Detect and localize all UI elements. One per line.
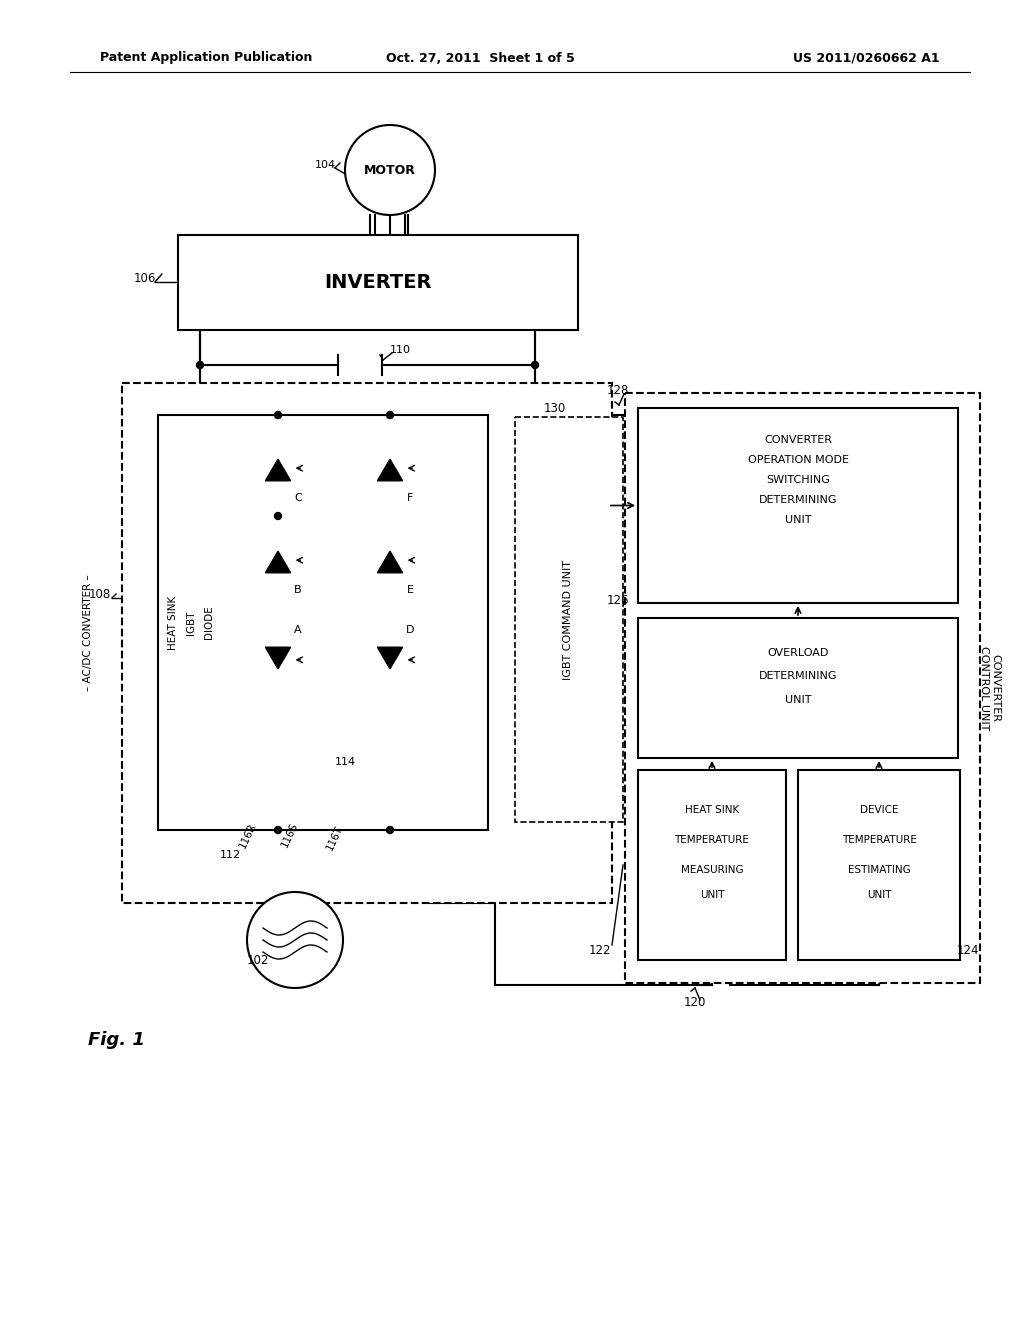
Polygon shape <box>378 552 402 573</box>
Text: C: C <box>294 492 302 503</box>
Text: OPERATION MODE: OPERATION MODE <box>748 455 849 465</box>
Text: HEAT SINK: HEAT SINK <box>685 805 739 814</box>
Text: DEVICE: DEVICE <box>860 805 898 814</box>
Text: F: F <box>407 492 414 503</box>
Bar <box>178 235 578 330</box>
Text: SWITCHING: SWITCHING <box>766 475 829 484</box>
Text: 116S: 116S <box>280 821 300 849</box>
Circle shape <box>274 412 282 418</box>
Circle shape <box>386 826 393 833</box>
Text: A: A <box>294 624 302 635</box>
Text: 120: 120 <box>684 997 707 1010</box>
Text: 114: 114 <box>335 756 355 767</box>
Text: 130: 130 <box>544 401 566 414</box>
Bar <box>528 430 608 810</box>
Bar <box>625 393 980 983</box>
Text: US 2011/0260662 A1: US 2011/0260662 A1 <box>794 51 940 65</box>
Text: TEMPERATURE: TEMPERATURE <box>842 836 916 845</box>
Circle shape <box>345 125 435 215</box>
Text: 122: 122 <box>589 944 611 957</box>
Bar <box>798 770 961 960</box>
Text: 124: 124 <box>956 944 979 957</box>
Text: MOTOR: MOTOR <box>365 164 416 177</box>
Text: 128: 128 <box>607 384 629 396</box>
Circle shape <box>247 892 343 987</box>
Polygon shape <box>378 459 402 480</box>
Text: MEASURING: MEASURING <box>681 865 743 875</box>
Text: UNIT: UNIT <box>699 890 724 900</box>
Text: 104: 104 <box>314 160 336 170</box>
Text: 116R: 116R <box>238 821 258 849</box>
Polygon shape <box>265 647 291 669</box>
Bar <box>515 417 623 822</box>
Text: UNIT: UNIT <box>784 515 811 525</box>
Text: 108: 108 <box>89 589 112 602</box>
Text: Patent Application Publication: Patent Application Publication <box>100 51 312 65</box>
Text: UNIT: UNIT <box>866 890 891 900</box>
Text: 110: 110 <box>389 345 411 355</box>
Polygon shape <box>265 552 291 573</box>
Text: – AC/DC CONVERTER –: – AC/DC CONVERTER – <box>83 574 93 692</box>
Bar <box>638 770 786 960</box>
Text: DIODE: DIODE <box>204 606 214 639</box>
Polygon shape <box>265 459 291 480</box>
Text: 106: 106 <box>134 272 157 285</box>
Bar <box>638 618 958 758</box>
Circle shape <box>386 412 393 418</box>
Text: DETERMINING: DETERMINING <box>759 495 838 506</box>
Text: Fig. 1: Fig. 1 <box>88 1031 144 1049</box>
Text: D: D <box>406 624 415 635</box>
Circle shape <box>274 512 282 520</box>
Text: TEMPERATURE: TEMPERATURE <box>675 836 750 845</box>
Text: 102: 102 <box>247 953 269 966</box>
Text: 126: 126 <box>607 594 630 606</box>
Text: CONVERTER
CONTROL UNIT: CONVERTER CONTROL UNIT <box>979 645 1000 730</box>
Polygon shape <box>378 647 402 669</box>
Text: 112: 112 <box>219 850 241 861</box>
Text: Oct. 27, 2011  Sheet 1 of 5: Oct. 27, 2011 Sheet 1 of 5 <box>386 51 574 65</box>
Text: ESTIMATING: ESTIMATING <box>848 865 910 875</box>
Text: DETERMINING: DETERMINING <box>759 671 838 681</box>
Text: CONVERTER: CONVERTER <box>764 436 831 445</box>
Text: UNIT: UNIT <box>784 696 811 705</box>
Text: OVERLOAD: OVERLOAD <box>767 648 828 657</box>
Text: B: B <box>294 585 302 595</box>
Text: E: E <box>407 585 414 595</box>
Bar <box>158 414 488 830</box>
Text: 116T: 116T <box>325 824 345 851</box>
Circle shape <box>531 362 539 368</box>
Circle shape <box>197 362 204 368</box>
Text: IGBT: IGBT <box>186 610 196 635</box>
Text: IGBT COMMAND UNIT: IGBT COMMAND UNIT <box>563 560 573 680</box>
Text: HEAT SINK: HEAT SINK <box>168 595 178 649</box>
Bar <box>122 383 612 903</box>
Bar <box>638 408 958 603</box>
Circle shape <box>274 826 282 833</box>
Text: INVERTER: INVERTER <box>325 273 432 292</box>
